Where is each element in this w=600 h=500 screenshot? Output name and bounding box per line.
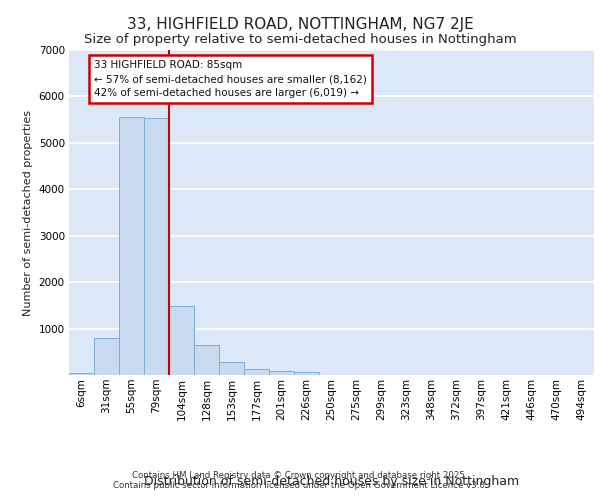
Text: Contains HM Land Registry data © Crown copyright and database right 2025.
Contai: Contains HM Land Registry data © Crown c…: [113, 470, 487, 490]
Text: 33, HIGHFIELD ROAD, NOTTINGHAM, NG7 2JE: 33, HIGHFIELD ROAD, NOTTINGHAM, NG7 2JE: [127, 18, 473, 32]
X-axis label: Distribution of semi-detached houses by size in Nottingham: Distribution of semi-detached houses by …: [144, 476, 519, 488]
Bar: [119, 117, 144, 375]
Bar: [169, 306, 194, 375]
Bar: [244, 368, 269, 375]
Bar: [144, 118, 169, 375]
Bar: [194, 345, 219, 375]
Text: 33 HIGHFIELD ROAD: 85sqm
← 57% of semi-detached houses are smaller (8,162)
42% o: 33 HIGHFIELD ROAD: 85sqm ← 57% of semi-d…: [94, 60, 367, 98]
Y-axis label: Number of semi-detached properties: Number of semi-detached properties: [23, 110, 33, 316]
Bar: [269, 371, 294, 375]
Text: Size of property relative to semi-detached houses in Nottingham: Size of property relative to semi-detach…: [83, 32, 517, 46]
Bar: [94, 338, 119, 375]
Bar: [219, 362, 244, 375]
Bar: [294, 372, 319, 375]
Bar: [69, 372, 94, 375]
